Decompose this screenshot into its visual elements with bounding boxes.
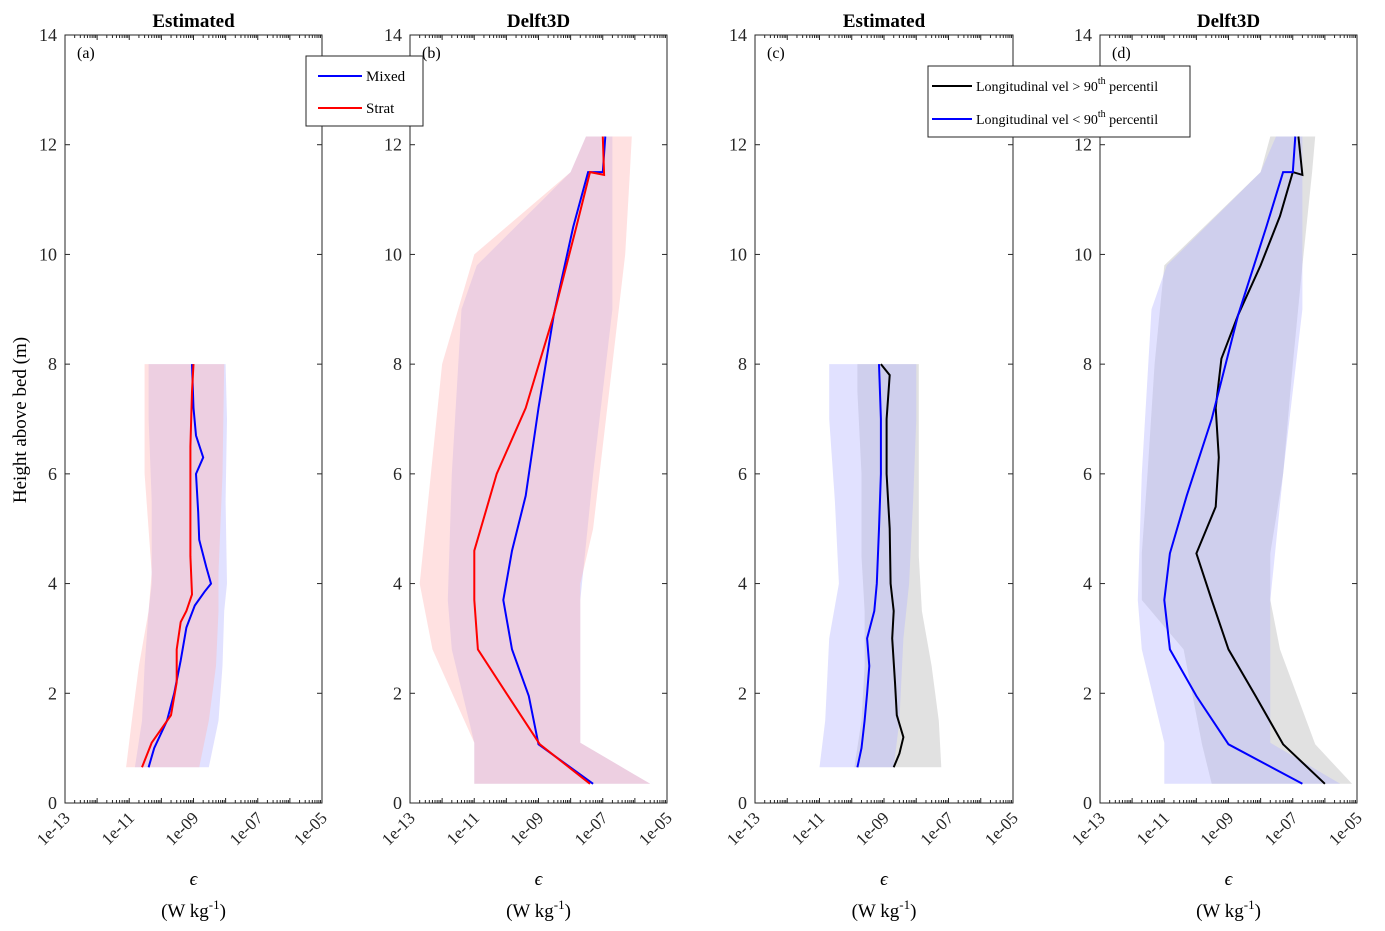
- y-tick-label: 2: [48, 683, 57, 703]
- legend-label: Strat: [366, 101, 395, 117]
- y-tick-label: 8: [1083, 354, 1092, 374]
- y-tick-label: 0: [1083, 793, 1092, 813]
- y-axis-label: Height above bed (m): [10, 337, 31, 503]
- y-tick-label: 4: [1083, 574, 1092, 594]
- x-tick-label: 1e-05: [635, 808, 676, 849]
- y-tick-label: 8: [393, 354, 402, 374]
- y-tick-label: 14: [1074, 25, 1092, 45]
- x-axis-symbol: ϵ: [880, 869, 889, 890]
- panel-2: 0 2 4 6 8 10 12 14 1e-13 1e-11 1e-09 1e-07 1e-05 Esti…: [723, 11, 1022, 922]
- series-line-strat: [141, 364, 195, 768]
- y-tick-label: 12: [384, 135, 402, 155]
- x-tick-label: 1e-07: [917, 808, 958, 849]
- y-tick-label: 2: [738, 683, 747, 703]
- series-line-mixed: [147, 364, 213, 768]
- y-tick-label: 0: [393, 793, 402, 813]
- y-tick-label: 14: [39, 25, 57, 45]
- panel-title: Estimated: [843, 11, 926, 32]
- band-longitudinal-vel-90th-percentil: [1141, 136, 1352, 784]
- y-tick-label: 10: [384, 244, 402, 264]
- x-tick-label: 1e-09: [1197, 808, 1238, 849]
- x-tick-label: 1e-07: [571, 808, 612, 849]
- y-tick-label: 10: [39, 244, 57, 264]
- y-tick-label: 8: [48, 354, 57, 374]
- y-tick-label: 6: [738, 464, 747, 484]
- band-longitudinal-vel-90th-percentil: [819, 364, 917, 768]
- series-line-longitudinal-vel-90th-percentil: [880, 363, 905, 768]
- x-tick-label: 1e-13: [378, 808, 419, 849]
- x-tick-label: 1e-07: [1261, 808, 1302, 849]
- x-axis-units: (W kg-1): [161, 897, 226, 922]
- x-tick-label: 1e-07: [226, 808, 267, 849]
- y-tick-label: 4: [738, 574, 747, 594]
- series-line-longitudinal-vel-90th-percentil: [856, 364, 882, 768]
- panel-title: Delft3D: [507, 11, 570, 32]
- series-line-longitudinal-vel-90th-percentil: [1163, 136, 1303, 785]
- y-tick-label: 0: [48, 793, 57, 813]
- x-tick-label: 1e-13: [33, 808, 74, 849]
- x-tick-label: 1e-11: [788, 808, 828, 848]
- band-longitudinal-vel-90th-percentil: [1137, 136, 1341, 784]
- x-tick-label: 1e-05: [981, 808, 1022, 849]
- y-tick-label: 8: [738, 354, 747, 374]
- x-axis-units: (W kg-1): [852, 897, 917, 922]
- band-strat: [419, 136, 651, 784]
- legend-box: [305, 55, 424, 127]
- x-tick-label: 1e-11: [98, 808, 138, 848]
- panel-letter: (b): [422, 45, 441, 62]
- y-tick-label: 14: [384, 25, 402, 45]
- legend-box: [927, 65, 1191, 138]
- x-axis-symbol: ϵ: [190, 869, 199, 890]
- x-tick-label: 1e-09: [852, 808, 893, 849]
- series-line-longitudinal-vel-90th-percentil: [1195, 136, 1326, 785]
- panel-title: Delft3D: [1197, 11, 1260, 32]
- y-tick-label: 2: [393, 683, 402, 703]
- band-mixed: [134, 364, 227, 768]
- legend-label: Longitudinal vel < 90th percentil: [976, 109, 1158, 128]
- y-tick-label: 6: [393, 464, 402, 484]
- x-tick-label: 1e-11: [443, 808, 483, 848]
- y-tick-label: 14: [729, 25, 747, 45]
- x-tick-label: 1e-05: [290, 808, 331, 849]
- y-tick-label: 4: [393, 574, 402, 594]
- panel-0: 0 2 4 6 8 10 12 14 1e-13 1e-11 1e-09 1e-07 1e-05 Esti…: [33, 11, 331, 922]
- band-strat: [126, 364, 225, 768]
- y-tick-label: 10: [729, 244, 747, 264]
- x-tick-label: 1e-13: [1068, 808, 1109, 849]
- x-tick-label: 1e-09: [162, 808, 203, 849]
- x-axis-symbol: ϵ: [535, 869, 544, 890]
- y-tick-label: 6: [48, 464, 57, 484]
- x-tick-label: 1e-09: [507, 808, 548, 849]
- band-mixed: [447, 136, 651, 784]
- panel-title: Estimated: [152, 11, 235, 32]
- panel-letter: (c): [767, 45, 785, 62]
- y-tick-label: 2: [1083, 683, 1092, 703]
- x-tick-label: 1e-11: [1133, 808, 1173, 848]
- x-tick-label: 1e-05: [1325, 808, 1366, 849]
- x-axis-symbol: ϵ: [1225, 869, 1234, 890]
- x-tick-label: 1e-13: [723, 808, 764, 849]
- series-line-strat: [473, 136, 606, 785]
- y-tick-label: 4: [48, 574, 57, 594]
- panel-letter: (d): [1112, 45, 1131, 62]
- y-tick-label: 12: [39, 135, 57, 155]
- band-longitudinal-vel-90th-percentil: [854, 364, 942, 768]
- x-axis-units: (W kg-1): [506, 897, 571, 922]
- y-tick-label: 6: [1083, 464, 1092, 484]
- legend-ab: Mixed Strat: [305, 55, 424, 127]
- x-axis-units: (W kg-1): [1196, 897, 1261, 922]
- legend-label: Longitudinal vel > 90th percentil: [976, 76, 1158, 95]
- legend-label: Mixed: [366, 69, 406, 85]
- y-tick-label: 12: [1074, 135, 1092, 155]
- y-tick-label: 0: [738, 793, 747, 813]
- y-tick-label: 10: [1074, 244, 1092, 264]
- panel-3: 0 2 4 6 8 10 12 14 1e-13 1e-11 1e-09 1e-07 1e-05 Delf…: [1068, 11, 1366, 922]
- panel-1: 0 2 4 6 8 10 12 14 1e-13 1e-11 1e-09 1e-07 1e-05 Delf…: [378, 11, 676, 922]
- y-tick-label: 12: [729, 135, 747, 155]
- legend-cd: Longitudinal vel > 90th percentil Longitu…: [927, 65, 1191, 138]
- panel-letter: (a): [77, 45, 95, 62]
- series-line-mixed: [502, 136, 607, 785]
